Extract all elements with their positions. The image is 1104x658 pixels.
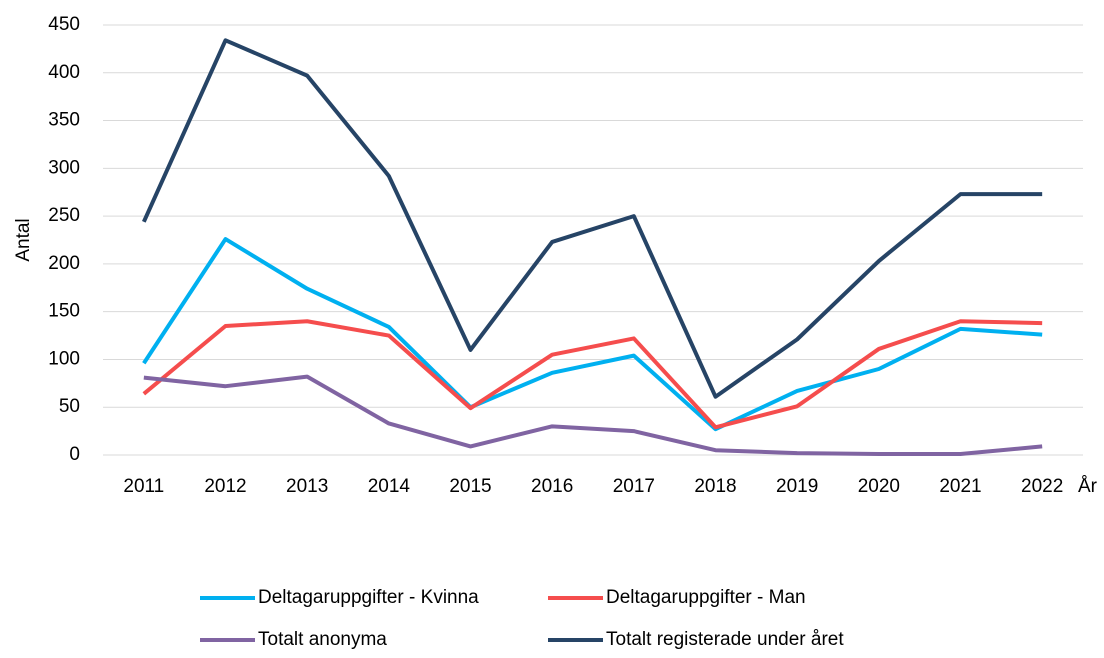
x-tick-label: 2021 bbox=[939, 476, 981, 497]
y-axis-label: Antal bbox=[13, 218, 34, 261]
x-tick-label: 2017 bbox=[613, 476, 655, 497]
data-line bbox=[142, 237, 1043, 432]
legend-label: Totalt registerade under året bbox=[606, 629, 844, 650]
y-tick-label: 450 bbox=[48, 14, 80, 35]
y-tick-label: 250 bbox=[48, 205, 80, 226]
x-tick-label: 2019 bbox=[776, 476, 818, 497]
x-axis-label: År bbox=[1078, 476, 1098, 497]
x-tick-label: 2016 bbox=[531, 476, 573, 497]
y-tick-label: 150 bbox=[48, 301, 80, 322]
y-tick-label: 400 bbox=[48, 62, 80, 83]
y-tick-label: 300 bbox=[48, 157, 80, 178]
x-tick-label: 2013 bbox=[286, 476, 328, 497]
y-tick-label: 200 bbox=[48, 253, 80, 274]
y-tick-label: 50 bbox=[59, 396, 80, 417]
x-tick-label: 2015 bbox=[449, 476, 491, 497]
y-tick-label: 0 bbox=[69, 444, 80, 465]
data-line bbox=[142, 38, 1043, 399]
x-tick-label: 2018 bbox=[694, 476, 736, 497]
legend-label: Deltagaruppgifter - Kvinna bbox=[258, 587, 479, 608]
x-tick-label: 2014 bbox=[368, 476, 411, 497]
x-tick-label: 2022 bbox=[1021, 476, 1063, 497]
data-line bbox=[142, 319, 1043, 430]
legend-label: Deltagaruppgifter - Man bbox=[606, 587, 806, 608]
y-tick-label: 350 bbox=[48, 110, 80, 131]
y-tick-label: 100 bbox=[48, 348, 80, 369]
x-tick-label: 2020 bbox=[858, 476, 900, 497]
x-tick-label: 2011 bbox=[123, 476, 164, 497]
data-line bbox=[143, 374, 1043, 457]
legend-label: Totalt anonyma bbox=[258, 629, 387, 650]
x-tick-label: 2012 bbox=[204, 476, 246, 497]
